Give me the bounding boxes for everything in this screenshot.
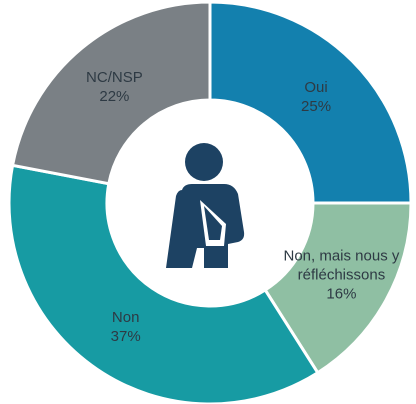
donut-slice	[7, 163, 320, 404]
slice-label: Non 37%	[61, 308, 191, 346]
icon	[166, 143, 245, 268]
value-label: 37%	[110, 328, 141, 346]
slice-label: Non, mais nous y réfléchissons 16%	[276, 247, 406, 304]
category-label: Non, mais nous y réfléchissons	[283, 247, 400, 284]
category-label: NC/NSP	[86, 69, 143, 87]
donut-slice	[208, 0, 413, 205]
donut-slice	[10, 0, 212, 186]
slice-label: Oui 25%	[251, 78, 381, 116]
category-label: Oui	[304, 78, 328, 96]
value-label: 16%	[326, 285, 357, 303]
value-label: 25%	[301, 97, 332, 115]
slice-label: NC/NSP 22%	[49, 68, 179, 106]
value-label: 22%	[99, 88, 130, 106]
category-label: Non	[111, 309, 140, 327]
donut-slice	[263, 201, 413, 375]
